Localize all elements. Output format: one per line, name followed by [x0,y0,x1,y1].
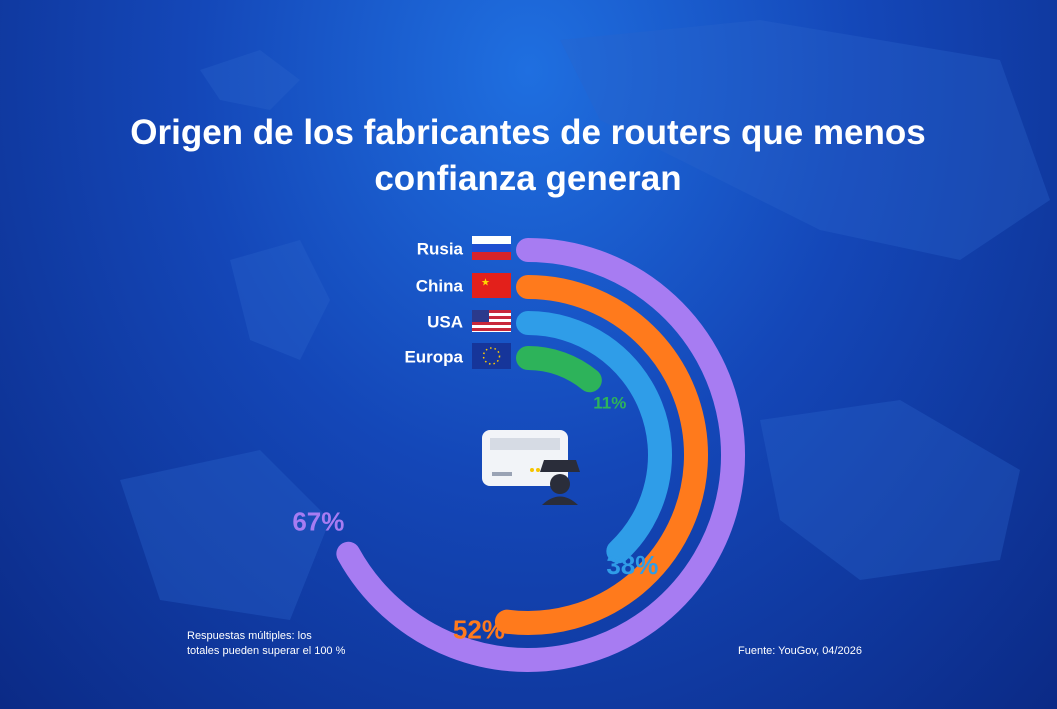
radial-bar [494,275,708,635]
value-label: 52% [453,615,505,645]
radial-bar [516,311,672,564]
category-label: Rusia [417,239,464,258]
category-label: USA [427,312,463,331]
footnote: Respuestas múltiples: los [187,630,312,642]
value-label: 38% [606,550,658,580]
radial-bar [516,346,602,393]
source: Fuente: YouGov, 04/2026 [738,645,862,657]
footnote: totales pueden superar el 100 % [187,645,346,657]
value-label: 67% [292,507,344,537]
category-label: Europa [404,347,463,366]
chart-title: Origen de los fabricantes de routers que… [130,113,926,198]
category-label: China [416,276,464,295]
radial-bar [336,238,745,672]
router-icon [482,430,580,505]
svg-text:★: ★ [481,278,490,289]
flags: ★ [472,236,511,369]
value-label: 11% [593,394,626,413]
map-shapes [120,20,1050,620]
